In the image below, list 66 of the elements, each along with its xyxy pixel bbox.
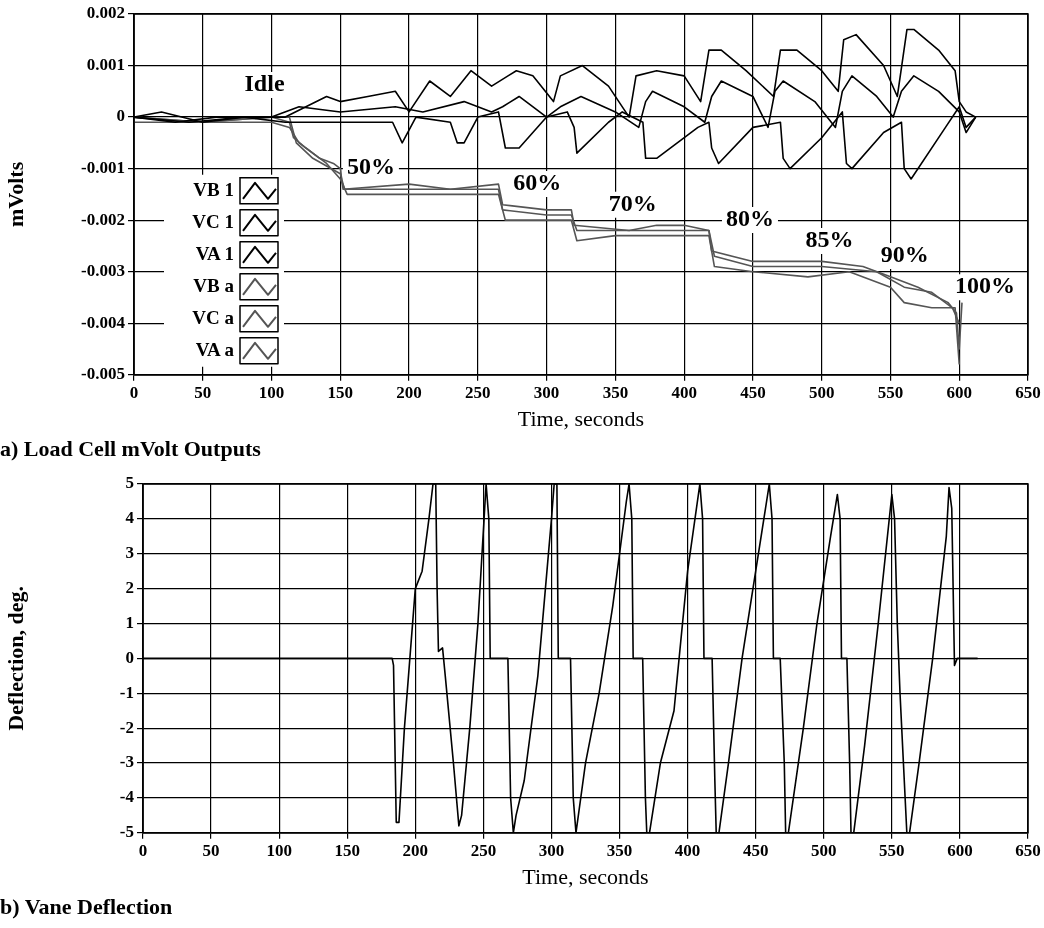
y-tick-label: 0.002 [86, 3, 125, 23]
y-tick-label: 3 [125, 543, 134, 563]
x-tick-label: 350 [602, 383, 629, 403]
x-tick-label: 250 [465, 383, 491, 403]
y-tick-label: -0.003 [81, 261, 125, 281]
legend-label: VC 1 [192, 210, 234, 232]
x-tick-label: 550 [877, 383, 904, 403]
annotation: Idle [244, 70, 285, 97]
y-tick-label: 2 [125, 578, 134, 598]
legend-label: VA a [195, 338, 235, 360]
x-tick-label: 600 [946, 383, 972, 403]
x-tick-label: 100 [266, 841, 292, 861]
x-tick-label: 150 [327, 383, 354, 403]
x-tick-label: 650 [1015, 383, 1041, 403]
x-tick-label: 450 [742, 841, 769, 861]
legend-label: VA 1 [195, 242, 234, 264]
y-tick-label: -3 [119, 752, 134, 772]
y-tick-label: -0.002 [81, 209, 125, 229]
x-tick-label: 50 [202, 841, 220, 861]
legend-label: VB a [193, 274, 235, 296]
x-tick-label: 650 [1015, 841, 1041, 861]
x-tick-label: 0 [138, 841, 148, 861]
annotation: 90% [880, 241, 929, 268]
y-tick-label: -1 [119, 682, 134, 702]
y-tick-label: -0.005 [81, 364, 125, 384]
annotation: 60% [513, 169, 562, 196]
x-tick-label: 200 [396, 383, 422, 403]
y-tick-label: -4 [119, 787, 135, 807]
y-tick-label: 4 [125, 508, 135, 528]
legend-label: VB 1 [193, 178, 234, 200]
x-tick-label: 600 [947, 841, 973, 861]
annotation: 85% [805, 226, 854, 253]
x-tick-label: 300 [538, 841, 565, 861]
x-tick-label: 100 [258, 383, 285, 403]
text: a) Load Cell mVolt Outputs [0, 436, 262, 462]
x-tick-label: 200 [402, 841, 429, 861]
x-tick-label: 250 [470, 841, 497, 861]
annotation: 80% [725, 205, 774, 232]
y-axis-title: Deflection, deg. [2, 586, 28, 731]
x-tick-label: 50 [194, 383, 212, 403]
x-tick-label: 550 [879, 841, 905, 861]
x-axis-title: Time, seconds [517, 406, 645, 432]
x-tick-label: 500 [808, 383, 835, 403]
x-tick-label: 300 [533, 383, 560, 403]
x-tick-label: 150 [334, 841, 360, 861]
y-tick-label: -5 [119, 822, 134, 842]
y-axis-title: mVolts [2, 161, 28, 227]
y-tick-label: -2 [119, 717, 134, 737]
y-tick-label: 0 [125, 647, 134, 667]
y-tick-label: 0 [116, 106, 125, 126]
x-tick-label: 400 [671, 383, 697, 403]
x-tick-label: 500 [811, 841, 837, 861]
y-tick-label: 1 [125, 612, 134, 632]
x-tick-label: 400 [674, 841, 701, 861]
annotation: 100% [955, 272, 1016, 299]
text: b) Vane Deflection [0, 894, 173, 920]
y-tick-label: -0.004 [81, 312, 126, 332]
x-axis-title: Time, seconds [522, 864, 649, 890]
y-tick-label: 0.001 [86, 54, 125, 74]
annotation: 50% [346, 152, 395, 179]
legend-label: VC a [192, 306, 235, 328]
x-tick-label: 450 [740, 383, 766, 403]
y-tick-label: 5 [125, 473, 134, 493]
annotation: 70% [608, 190, 657, 217]
y-tick-label: -0.001 [81, 158, 125, 178]
x-tick-label: 350 [606, 841, 633, 861]
